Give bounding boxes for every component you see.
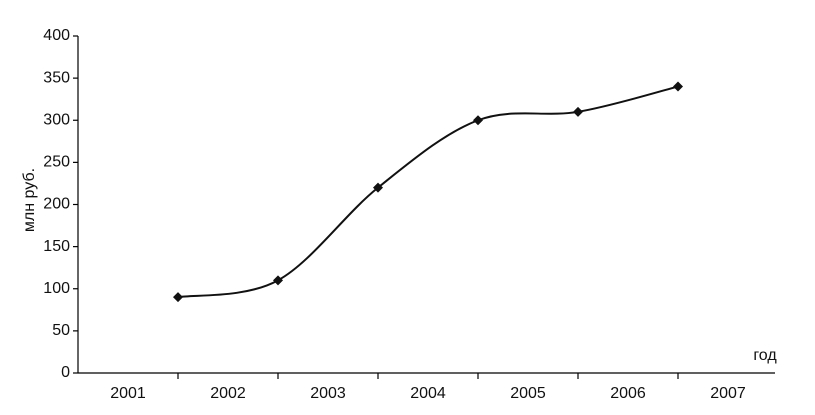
y-tick-label: 300 [43,111,70,128]
y-tick-label: 50 [52,322,70,339]
x-tick-label: 2001 [110,385,146,402]
y-tick-label: 200 [43,196,70,213]
y-tick-label: 100 [43,280,70,297]
x-axis-label: год [753,347,777,364]
marker [673,81,683,92]
x-tick-label: 2002 [210,385,246,402]
x-tick-label: 2006 [610,385,646,402]
y-tick-label: 0 [61,364,70,381]
marker [573,106,583,117]
y-tick-label: 150 [43,238,70,255]
x-tick-label: 2003 [310,385,346,402]
x-tick-label: 2005 [510,385,546,402]
x-tick-label: 2004 [410,385,446,402]
y-tick-label: 350 [43,69,70,86]
marker [173,292,183,303]
y-tick-label: 250 [43,154,70,171]
marker [273,275,283,286]
y-tick-label: 400 [43,27,70,44]
y-axis-label: млн руб. [21,168,38,232]
marker [373,182,383,193]
line [177,85,679,299]
marker [473,115,483,126]
x-tick-label: 2007 [710,385,746,402]
